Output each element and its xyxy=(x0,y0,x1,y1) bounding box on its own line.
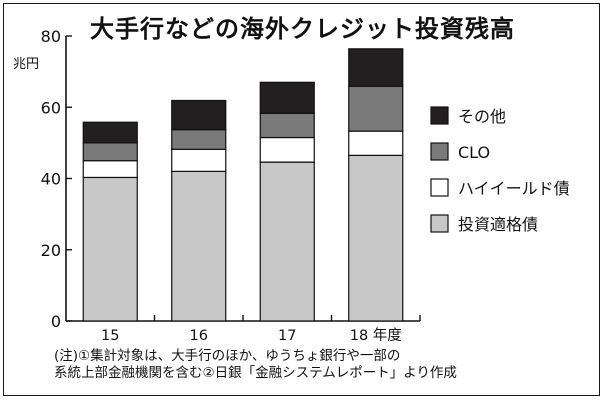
bar-segment xyxy=(259,112,315,139)
bar-segment xyxy=(171,170,227,322)
bar-segment xyxy=(171,148,227,172)
legend-label: 投資適格債 xyxy=(458,215,538,234)
x-tick-label: 17 xyxy=(278,328,296,344)
bar-segment xyxy=(82,142,138,162)
legend-label: CLO xyxy=(458,143,490,162)
bar-segment xyxy=(82,121,138,144)
x-tick-label: 18 年度 xyxy=(350,327,402,344)
legend-swatch xyxy=(430,142,449,161)
chart-title: 大手行などの海外クレジット投資残高 xyxy=(90,15,515,43)
y-axis-unit-label: 兆円 xyxy=(13,57,40,72)
bar-segment xyxy=(171,129,227,150)
legend-swatch xyxy=(430,214,449,233)
legend-label: その他 xyxy=(458,107,506,126)
bar-segment xyxy=(348,154,404,322)
y-tick-label: 40 xyxy=(41,170,61,189)
footnote: (注)①集計対象は、大手行のほか、ゆうちょ銀行や一部の 系統上部金融機関を含む②… xyxy=(54,348,457,382)
legend-label: ハイイールド債 xyxy=(458,179,570,198)
bar-segment xyxy=(259,136,315,163)
bars xyxy=(82,48,404,322)
legend-swatch xyxy=(430,178,449,197)
bar-segment xyxy=(348,130,404,156)
y-tick-label: 0 xyxy=(51,312,61,331)
footnote-line-1: (注)①集計対象は、大手行のほか、ゆうちょ銀行や一部の xyxy=(54,348,401,364)
y-tick-label: 20 xyxy=(41,241,61,260)
x-tick-label: 15 xyxy=(101,328,119,344)
bar-segment xyxy=(82,160,138,179)
bar-segment xyxy=(348,48,404,87)
y-tick-label: 80 xyxy=(41,27,61,46)
bar-segment xyxy=(259,81,315,114)
bar-segment xyxy=(348,85,404,132)
bar-segment xyxy=(171,99,227,131)
x-tick-label: 16 xyxy=(190,328,208,344)
legend-swatch xyxy=(430,106,449,125)
bar-segment xyxy=(259,161,315,322)
footnote-line-2: 系統上部金融機関を含む②日銀「金融システムレポート」より作成 xyxy=(54,365,457,381)
bar-segment xyxy=(82,176,138,322)
y-tick-label: 60 xyxy=(41,98,61,117)
